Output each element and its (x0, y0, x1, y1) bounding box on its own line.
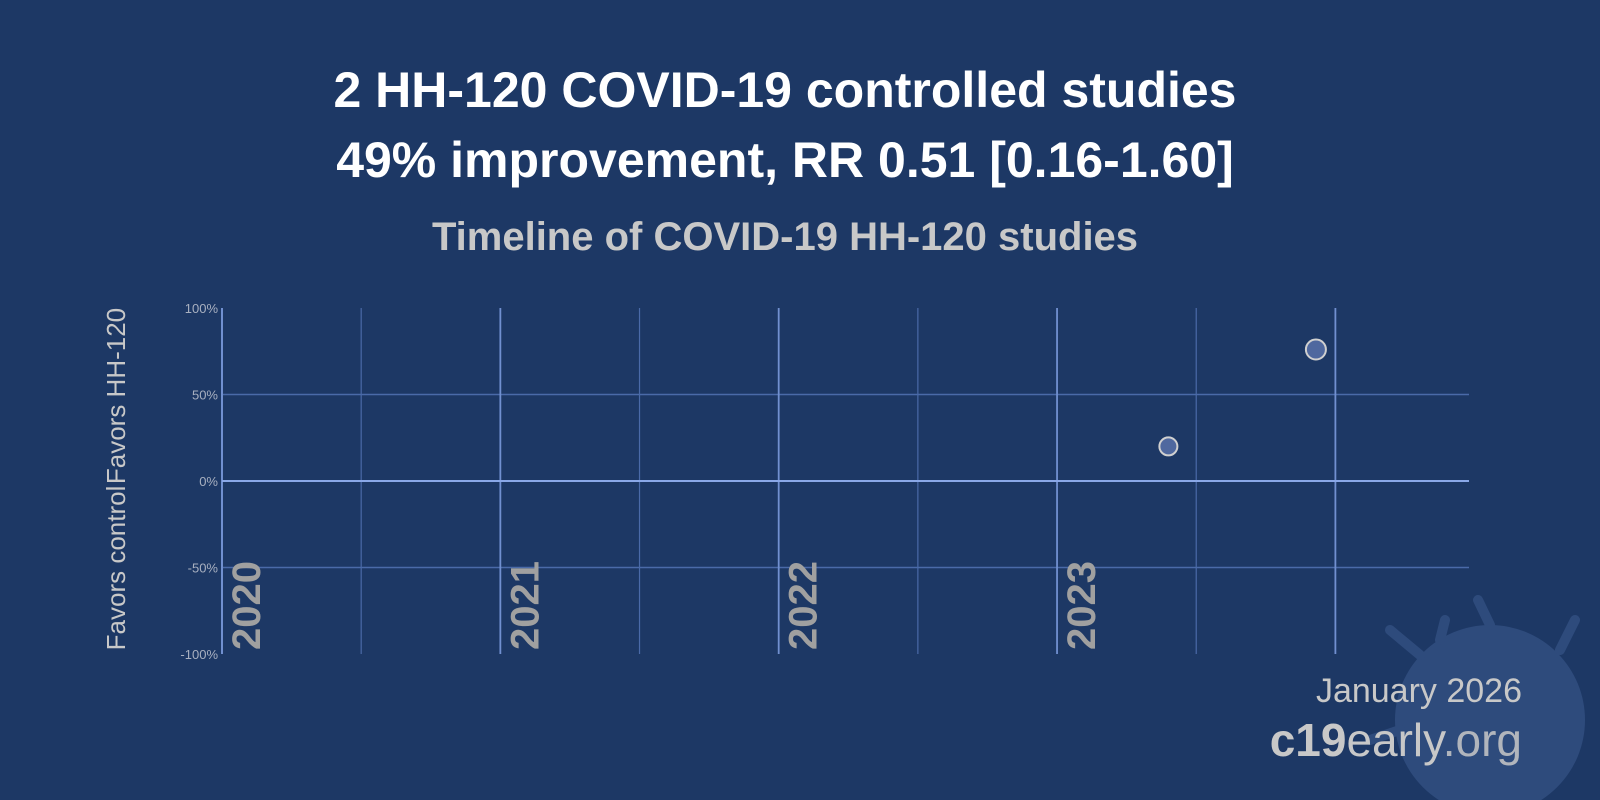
study-point (1304, 338, 1327, 361)
ytick-label: 50% (192, 388, 218, 403)
xtick-label: 2022 (782, 561, 826, 650)
ytick-label: -50% (188, 561, 219, 576)
title-line-2: 49% improvement, RR 0.51 [0.16-1.60] (336, 132, 1234, 188)
ylabel-top: Favors HH-120 (101, 308, 131, 484)
ytick-label: 100% (185, 301, 219, 316)
title-line-1: 2 HH-120 COVID-19 controlled studies (333, 62, 1237, 118)
ytick-label: 0% (199, 474, 218, 489)
xtick-label: 2020 (225, 561, 269, 650)
xtick-label: 2021 (503, 561, 547, 650)
study-point (1158, 436, 1179, 457)
ylabel-bottom: Favors control (101, 486, 131, 651)
virus-logo-icon (1365, 595, 1585, 800)
date-label: January 2026 (1315, 672, 1522, 710)
chart-subtitle: Timeline of COVID-19 HH-120 studies (431, 215, 1139, 259)
ytick-label: -100% (180, 647, 218, 662)
brand-logo: c19early.org (1269, 714, 1522, 766)
xtick-label: 2023 (1060, 561, 1104, 650)
